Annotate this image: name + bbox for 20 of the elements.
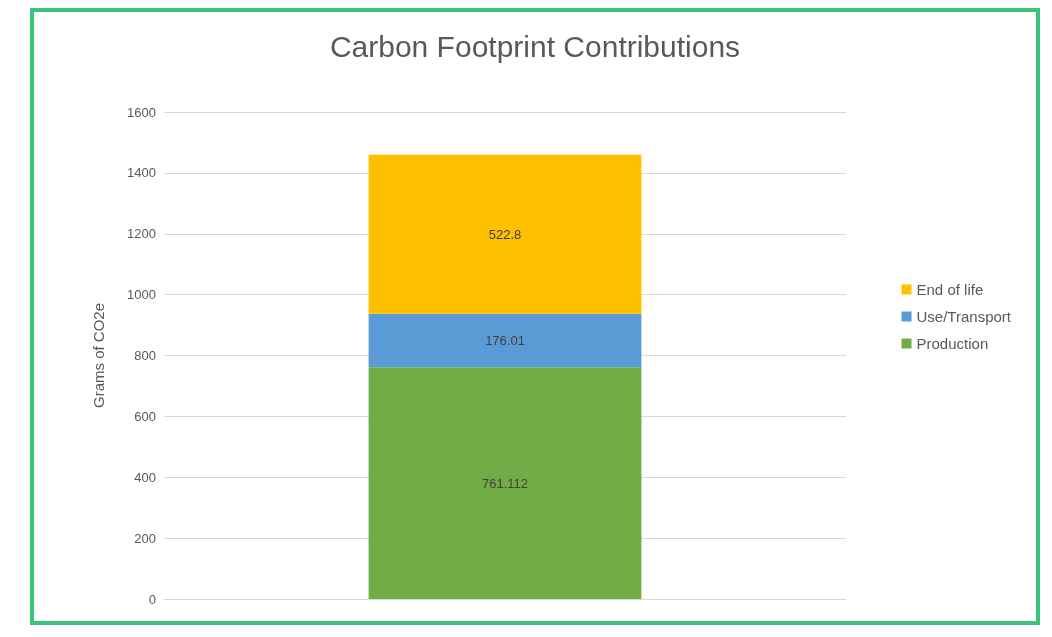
bar (368, 154, 642, 314)
y-tick-label: 1600 (127, 104, 156, 120)
data-label: 522.8 (488, 226, 522, 242)
y-tick-label: 400 (134, 469, 156, 485)
legend-label: Production (916, 335, 989, 352)
bar (368, 313, 642, 368)
data-label: 761.112 (481, 475, 529, 491)
bar (368, 367, 642, 599)
data-label: 176.01 (485, 333, 525, 349)
y-tick-label: 1200 (127, 226, 156, 242)
y-tick-label: 1400 (127, 165, 156, 181)
y-tick-label: 0 (148, 591, 156, 607)
y-tick-label: 600 (134, 408, 156, 424)
y-tick-label: 200 (134, 530, 156, 546)
y-axis-title: Grams of CO2e (90, 302, 107, 409)
chart-title: Carbon Footprint Contributions (329, 29, 741, 63)
legend-label: End of life (916, 281, 984, 298)
y-tick-label: 1000 (127, 287, 156, 303)
y-tick-label: 800 (134, 348, 156, 363)
legend-label: Use/Transport (916, 308, 1012, 325)
